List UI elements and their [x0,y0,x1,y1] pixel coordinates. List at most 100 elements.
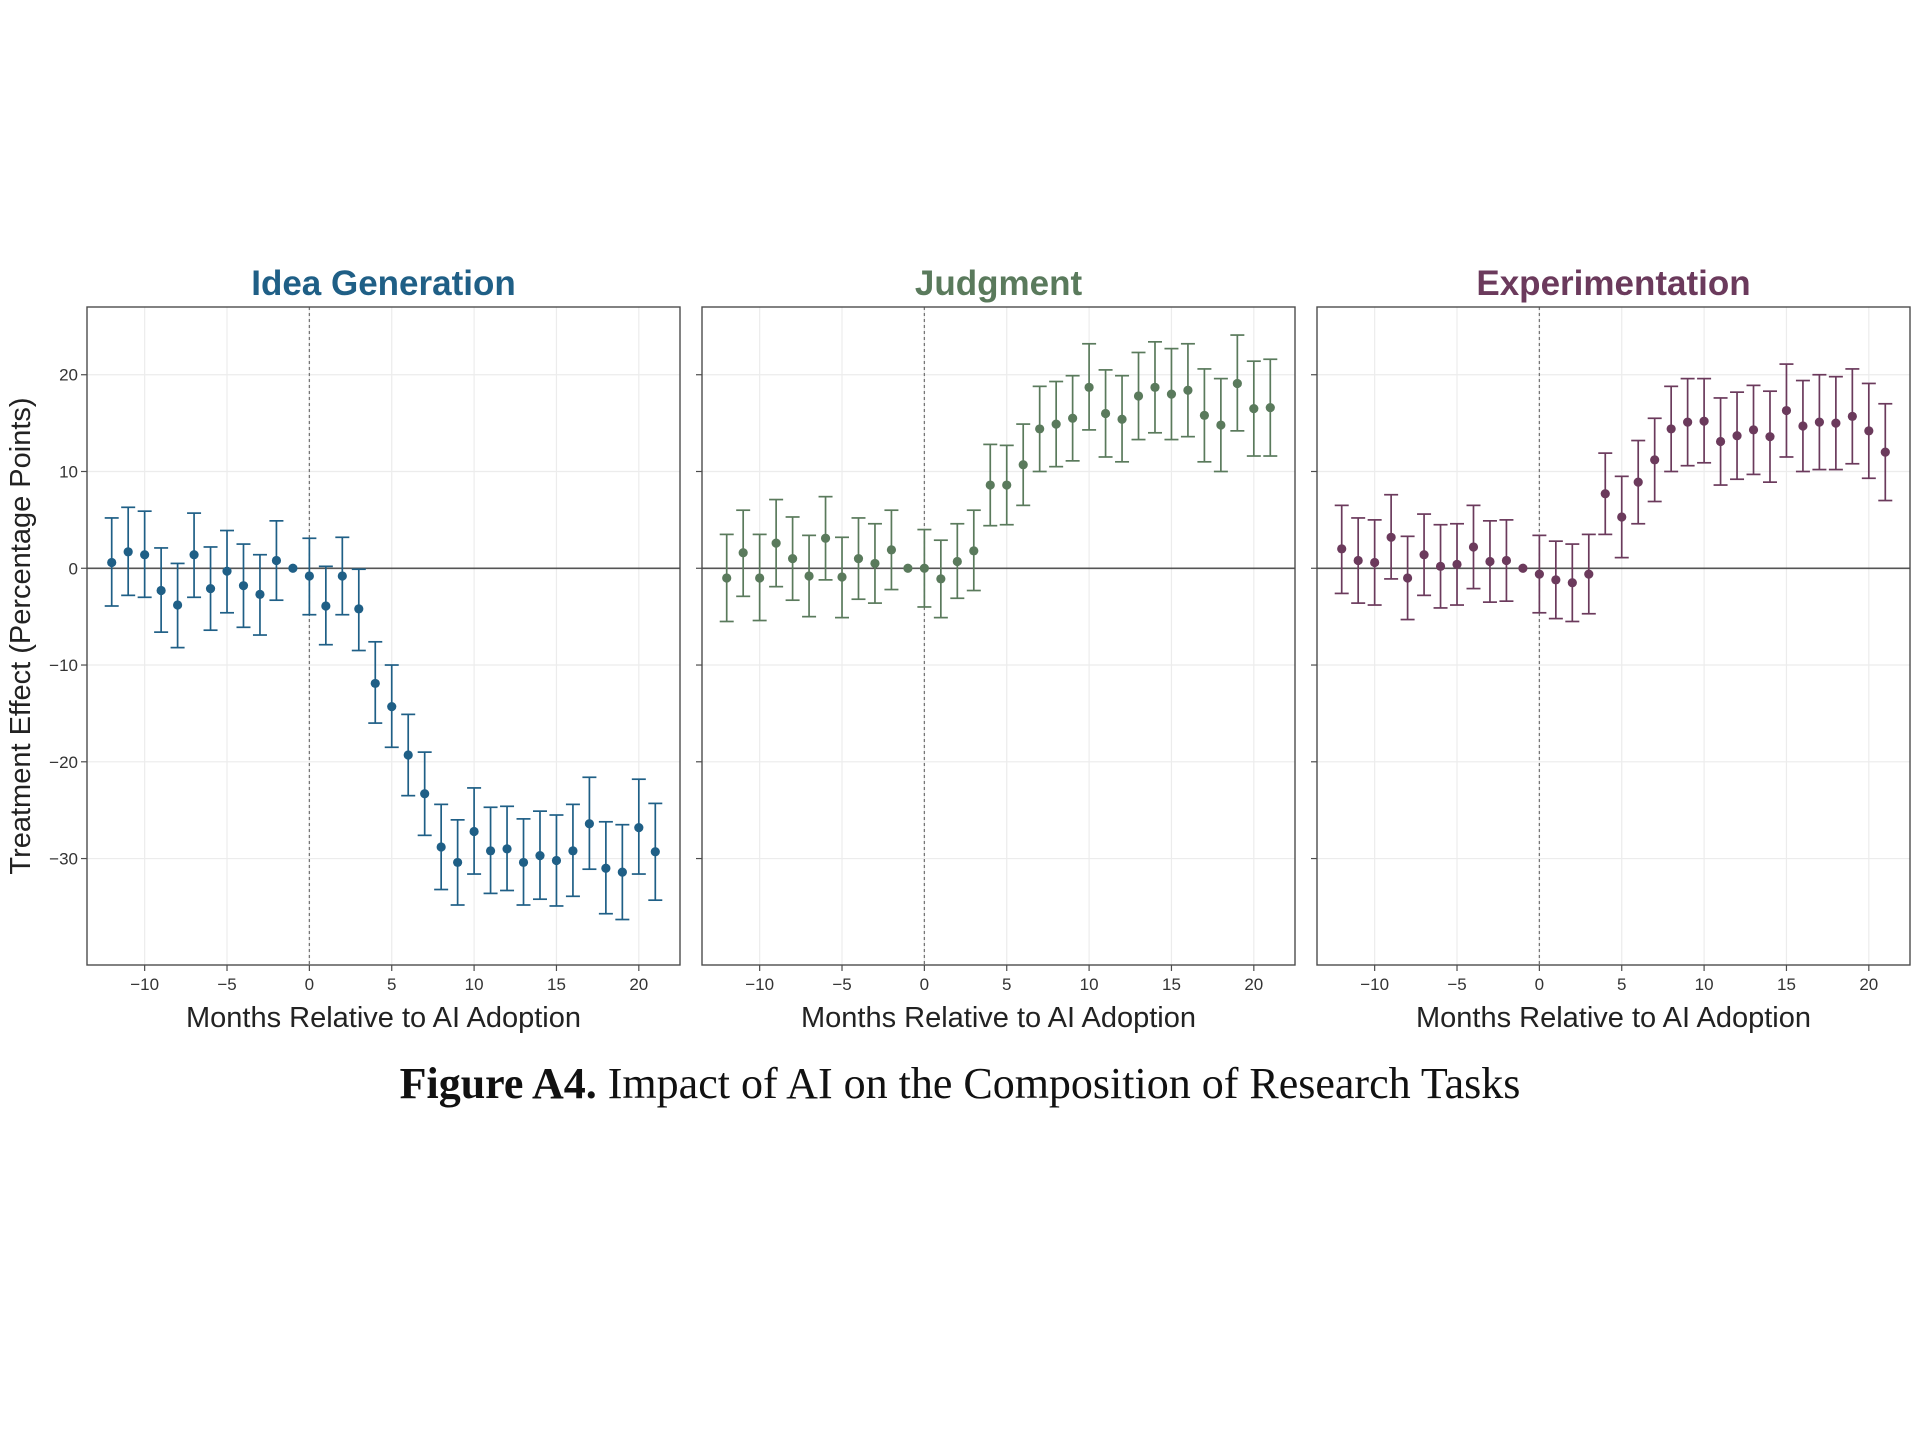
figure-caption-text: Impact of AI on the Composition of Resea… [607,1059,1521,1108]
data-point [370,678,380,689]
data-point [1402,573,1413,583]
x-tick-label: 5 [387,975,396,994]
data-point [205,583,216,594]
data-point [156,585,166,596]
data-point [1633,477,1643,487]
x-tick-label: 15 [1162,975,1181,994]
x-axis-title: Months Relative to AI Adoption [801,1002,1196,1034]
data-point [107,557,117,568]
y-tick-label: −10 [49,656,78,675]
x-tick-label: −10 [1360,975,1389,994]
x-tick-label: 20 [629,975,648,994]
data-point [1133,391,1144,401]
data-point [650,847,660,857]
data-point [952,556,962,567]
x-axis-title: Months Relative to AI Adoption [1416,1002,1811,1034]
data-point [1265,403,1275,413]
data-point [518,857,529,868]
data-point [1617,512,1627,522]
data-point [1847,411,1857,421]
x-tick-label: 0 [305,975,314,994]
x-tick-label: −5 [832,975,851,994]
data-point [1600,489,1610,499]
x-tick-label: 20 [1859,975,1878,994]
data-point [123,547,133,557]
panel-border [701,306,1296,966]
y-tick-label: 0 [69,559,78,578]
x-tick-label: 5 [1617,975,1626,994]
data-point [436,842,446,852]
panel-1: Judgment −10 −5 0 5 10 15 20 Months Relative to … [696,264,1296,1034]
x-tick-label: 15 [547,975,566,994]
data-point [189,550,199,560]
data-point [535,851,545,861]
y-tick-label: 20 [59,366,78,385]
data-point [403,750,413,760]
x-tick-label: 5 [1002,975,1011,994]
data-point [1435,561,1446,571]
x-tick-label: −10 [130,975,159,994]
x-tick-label: 0 [920,975,929,994]
data-point [820,533,831,543]
x-axis-title: Months Relative to AI Adoption [186,1002,581,1034]
data-point [787,553,798,564]
figure-caption-label: Figure A4. [399,1059,597,1108]
x-tick-label: 10 [1695,975,1714,994]
data-point [1018,460,1028,470]
data-point [919,563,929,573]
data-point [985,480,995,490]
x-tick-label: 10 [1080,975,1099,994]
data-point [1166,389,1177,399]
data-point [1084,382,1094,392]
data-point [1814,417,1825,427]
data-point [1370,557,1380,568]
data-point [1567,578,1577,588]
data-point [771,538,781,548]
data-point [485,846,496,856]
data-point [1765,432,1775,442]
panel-2: Experimentation −10 −5 0 5 10 15 20 Months Relat… [1311,264,1911,1034]
data-point [172,600,183,610]
data-point [1748,425,1759,435]
x-tick-label: 20 [1244,975,1263,994]
data-point [1864,426,1874,436]
data-point [738,548,748,558]
data-point [1353,555,1363,566]
data-point [1485,556,1495,567]
data-point [1216,420,1226,430]
data-point [568,846,578,856]
data-point [1468,542,1479,552]
data-point [288,563,298,573]
data-point [1534,569,1544,579]
panel-title: Judgment [915,264,1083,303]
panel-border [86,306,681,966]
data-point [1699,416,1709,426]
data-point [870,558,880,569]
data-point [354,604,364,614]
y-axis-title: Treatment Effect (Percentage Points) [5,397,37,874]
data-point [837,572,847,582]
data-point [1732,431,1742,441]
data-point [1386,532,1396,542]
data-point [617,867,627,877]
data-point [1100,408,1111,419]
data-point [1584,569,1594,579]
y-tick-label: 10 [59,463,78,482]
figure-caption: Figure A4. Impact of AI on the Compositi… [0,1058,1920,1109]
data-point [584,819,595,829]
data-point [1798,421,1808,431]
data-point [722,573,732,583]
x-tick-label: 15 [1777,975,1796,994]
data-point [271,555,282,566]
data-point [1117,414,1127,424]
data-point [903,563,913,573]
data-point [1452,559,1462,569]
panel-title: Idea Generation [251,264,516,303]
y-tick-label: −30 [49,850,78,869]
data-point [601,863,611,873]
data-point [1650,455,1660,465]
data-point [1051,419,1061,429]
data-point [255,589,265,599]
data-point [337,571,347,581]
